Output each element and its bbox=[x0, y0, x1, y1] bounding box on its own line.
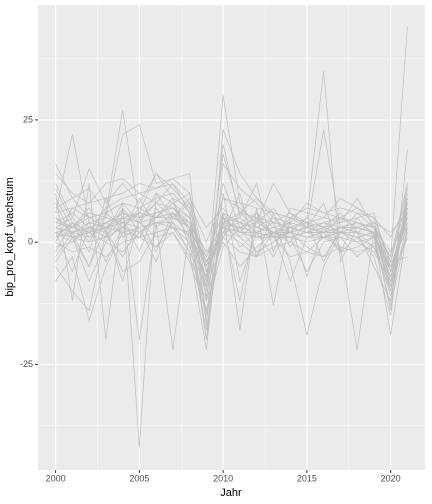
x-tick-label: 2005 bbox=[129, 473, 149, 483]
y-tick-label: 25 bbox=[23, 114, 33, 124]
x-axis-title: Jahr bbox=[220, 487, 242, 499]
series-line bbox=[55, 173, 408, 273]
series-line bbox=[55, 154, 408, 282]
series-line bbox=[55, 202, 408, 293]
x-tick-label: 2000 bbox=[46, 473, 66, 483]
series-line bbox=[55, 222, 408, 312]
y-axis-title: bip_pro_kopf_wachstum bbox=[4, 177, 16, 296]
series-line bbox=[55, 221, 408, 306]
series-line bbox=[55, 188, 408, 273]
y-tick-label: -25 bbox=[20, 359, 33, 369]
y-tick-label: 0 bbox=[28, 237, 33, 247]
x-tick-label: 2015 bbox=[297, 473, 317, 483]
x-tick-label: 2020 bbox=[381, 473, 401, 483]
x-tick-label: 2010 bbox=[213, 473, 233, 483]
